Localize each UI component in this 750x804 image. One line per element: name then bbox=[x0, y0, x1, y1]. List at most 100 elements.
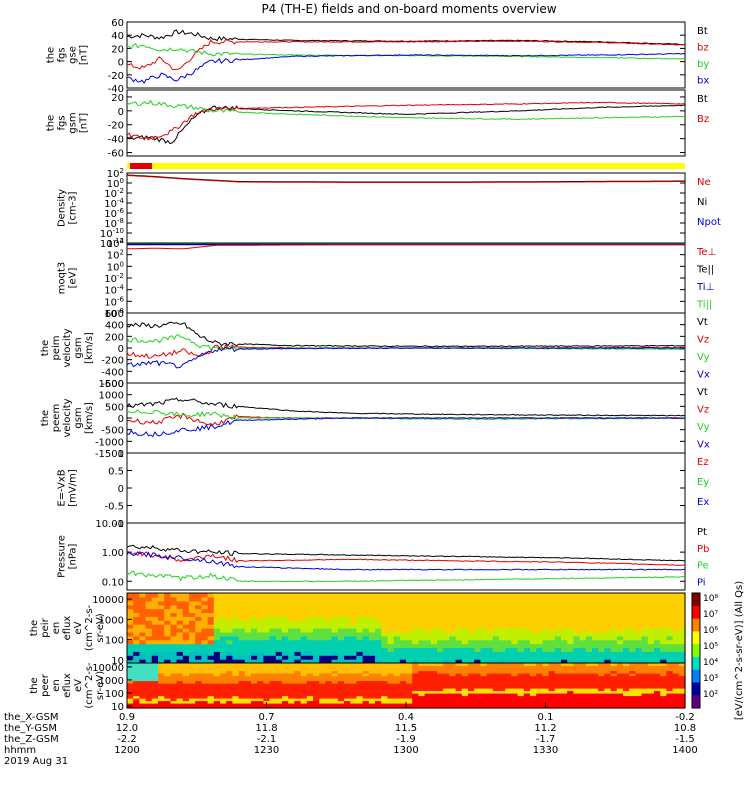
heatmap-cell bbox=[666, 596, 674, 602]
heatmap-cell bbox=[288, 635, 295, 641]
heatmap-cell bbox=[623, 688, 630, 692]
heatmap-cell bbox=[170, 678, 178, 682]
heatmap-cell bbox=[288, 655, 295, 660]
heatmap-cell bbox=[257, 685, 264, 689]
heatmap-cell bbox=[344, 698, 351, 702]
heatmap-cell bbox=[344, 670, 351, 674]
heatmap-cell bbox=[375, 680, 382, 684]
heatmap-cell bbox=[443, 620, 450, 625]
heatmap-cell bbox=[381, 680, 388, 684]
heatmap-cell bbox=[288, 659, 295, 664]
heatmap-cell bbox=[654, 647, 661, 652]
heatmap-cell bbox=[604, 665, 612, 669]
heatmap-cell bbox=[362, 693, 370, 697]
heatmap-cell bbox=[499, 670, 506, 674]
heatmap-cell bbox=[449, 620, 457, 625]
heatmap-cell bbox=[567, 624, 574, 629]
heatmap-cell bbox=[561, 604, 568, 610]
heatmap-cell bbox=[164, 680, 171, 684]
heatmap-cell bbox=[437, 608, 444, 614]
heatmap-cell bbox=[654, 608, 661, 614]
heatmap-cell bbox=[251, 695, 258, 699]
heatmap-cell bbox=[418, 620, 426, 625]
heatmap-cell bbox=[257, 670, 264, 674]
heatmap-cell bbox=[356, 604, 364, 610]
heatmap-cell bbox=[449, 593, 457, 598]
heatmap-cell bbox=[523, 628, 531, 633]
heatmap-cell bbox=[282, 665, 289, 669]
heatmap-cell bbox=[139, 680, 147, 684]
heatmap-cell bbox=[164, 593, 171, 598]
heatmap-cell bbox=[257, 655, 264, 660]
heatmap-cell bbox=[294, 663, 302, 667]
heatmap-cell bbox=[647, 604, 655, 610]
heatmap-cell bbox=[282, 703, 289, 707]
heatmap-cell bbox=[313, 596, 320, 602]
heatmap-cell bbox=[406, 685, 413, 689]
heatmap-cell bbox=[381, 631, 388, 637]
heatmap-cell bbox=[492, 680, 500, 684]
heatmap-cell bbox=[523, 659, 531, 664]
heatmap-cell bbox=[244, 683, 252, 687]
heatmap-cell bbox=[195, 695, 202, 699]
heatmap-cell bbox=[517, 703, 525, 707]
heatmap-cell bbox=[201, 659, 209, 664]
colorbar-tick: 10⁷ bbox=[703, 610, 718, 620]
heatmap-cell bbox=[461, 628, 469, 633]
heatmap-cell bbox=[641, 680, 649, 684]
heatmap-cell bbox=[486, 675, 494, 679]
heatmap-cell bbox=[635, 705, 643, 709]
heatmap-cell bbox=[641, 608, 649, 614]
heatmap-cell bbox=[195, 643, 202, 649]
heatmap-cell bbox=[517, 665, 525, 669]
heatmap-cell bbox=[536, 616, 543, 621]
heatmap-cell bbox=[499, 675, 506, 679]
heatmap-cell bbox=[598, 647, 605, 652]
heatmap-cell bbox=[319, 631, 326, 637]
heatmap-cell bbox=[238, 608, 246, 614]
heatmap-cell bbox=[257, 628, 264, 633]
heatmap-cell bbox=[468, 678, 475, 682]
heatmap-cell bbox=[461, 690, 469, 694]
heatmap-cell bbox=[561, 620, 568, 625]
heatmap-cell bbox=[337, 693, 345, 697]
heatmap-cell bbox=[598, 639, 605, 645]
heatmap-cell bbox=[176, 647, 184, 652]
heatmap-cell bbox=[536, 628, 543, 633]
heatmap-cell bbox=[269, 624, 277, 629]
heatmap-cell bbox=[294, 616, 302, 621]
heatmap-cell bbox=[257, 663, 264, 667]
legend-temperature: Ti|| bbox=[696, 300, 712, 311]
heatmap-cell bbox=[455, 690, 463, 694]
heatmap-cell bbox=[294, 693, 302, 697]
heatmap-cell bbox=[548, 705, 556, 709]
heatmap-cell bbox=[486, 635, 494, 641]
heatmap-cell bbox=[406, 604, 413, 610]
heatmap-cell bbox=[375, 673, 382, 677]
heatmap-cell bbox=[424, 608, 432, 614]
heatmap-cell bbox=[554, 698, 562, 702]
heatmap-cell bbox=[189, 668, 196, 672]
heatmap-cell bbox=[641, 655, 649, 660]
heatmap-cell bbox=[517, 690, 525, 694]
heatmap-cell bbox=[139, 639, 147, 645]
heatmap-cell bbox=[623, 683, 630, 687]
heatmap-cell bbox=[610, 600, 618, 606]
heatmap-cell bbox=[455, 675, 463, 679]
heatmap-cell bbox=[275, 600, 283, 606]
heatmap-cell bbox=[362, 683, 370, 687]
heatmap-cell bbox=[461, 685, 469, 689]
heatmap-cell bbox=[288, 604, 295, 610]
heatmap-cell bbox=[455, 665, 463, 669]
heatmap-cell bbox=[220, 690, 227, 694]
heatmap-cell bbox=[213, 705, 221, 709]
heatmap-cell bbox=[282, 628, 289, 633]
heatmap-cell bbox=[263, 647, 271, 652]
heatmap-cell bbox=[288, 698, 295, 702]
heatmap-cell bbox=[356, 596, 364, 602]
xtick-label: 0.9 bbox=[119, 712, 135, 723]
heatmap-cell bbox=[654, 639, 661, 645]
heatmap-cell bbox=[139, 655, 147, 660]
heatmap-cell bbox=[399, 670, 407, 674]
